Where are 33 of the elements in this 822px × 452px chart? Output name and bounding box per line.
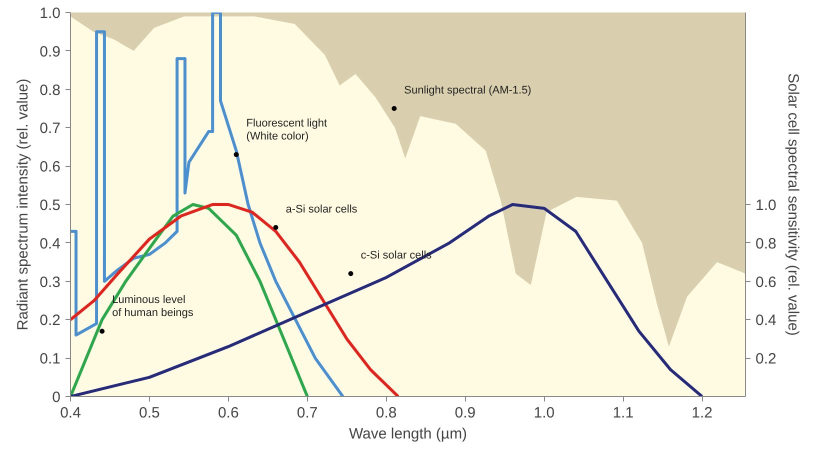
x-tick-label: 0.6 [218,404,239,422]
annotation: Sunlight spectral (AM-1.5) [404,84,532,96]
y-tick-label: 0.8 [40,82,61,99]
y-tick-label: 0.9 [40,43,61,60]
x-tick-label: 0.8 [376,404,397,422]
x-tick-label: 1.2 [692,404,713,422]
y-tick-label: 0.7 [40,120,61,138]
y2-tick-label: 0.2 [756,350,776,368]
x-tick-label: 0.4 [60,404,81,422]
x-axis-title: Wave length (µm) [348,426,468,442]
x-tick-label: 0.9 [454,404,476,422]
y2-tick-label: 0.6 [756,274,776,291]
line-series [70,203,309,396]
x-tick-label: 0.7 [296,404,318,422]
annotation: Fluorescent light (White color) [246,118,328,143]
y-tick-label: 0.4 [40,235,61,252]
y-tick-label: 1.0 [40,5,61,22]
y-tick-label: 0 [52,389,60,406]
annotation: a-Si solar cells [286,204,358,216]
y-tick-label: 0.3 [40,274,61,291]
x-tick-label: 1.0 [534,404,555,422]
y-tick-label: 0.6 [40,158,61,176]
x-tick-label: 0.5 [139,404,160,422]
y-axis-title: Radiant spectrum intensity (rel. value) [14,78,32,330]
y-tick-label: 0.5 [40,197,61,214]
y2-tick-label: 1.0 [756,197,776,214]
y2-tick-label: 0.4 [756,312,776,330]
y-tick-label: 0.1 [40,350,61,368]
x-tick-label: 1.1 [612,404,634,422]
y2-tick-label: 0.8 [756,235,776,252]
y-tick-label: 0.2 [40,312,61,330]
y2-axis-title: Solar cell spectral sensitivity (rel. value) [784,73,802,336]
line-series [70,203,704,396]
